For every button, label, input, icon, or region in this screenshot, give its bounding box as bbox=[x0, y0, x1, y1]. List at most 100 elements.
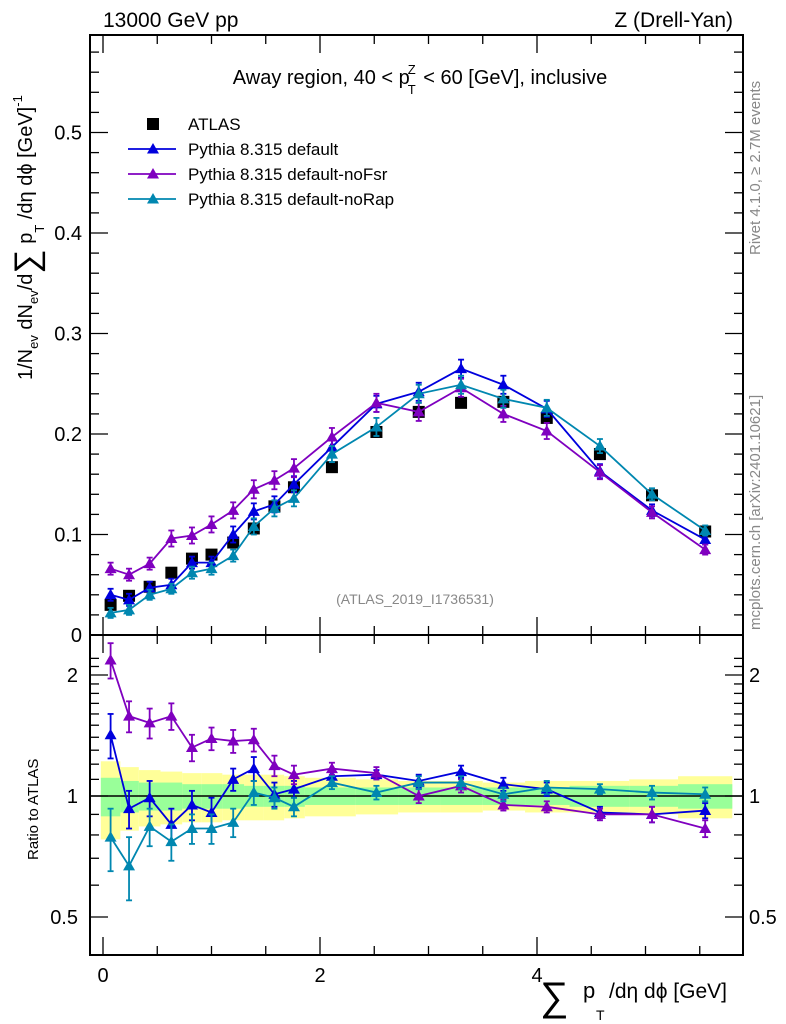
triangle-marker bbox=[185, 529, 198, 541]
triangle-marker bbox=[205, 822, 218, 834]
x-label-p: p bbox=[583, 978, 595, 1003]
triangle-marker bbox=[497, 407, 510, 419]
triangle-marker bbox=[165, 582, 178, 594]
legend-label: Pythia 8.315 default-noRap bbox=[188, 190, 394, 209]
triangle-marker bbox=[123, 859, 136, 871]
legend: ATLAS Pythia 8.315 default Pythia 8.315 de… bbox=[128, 115, 394, 209]
triangle-marker bbox=[287, 783, 300, 794]
x-label-rest: /dη dϕ [GeV] bbox=[609, 980, 727, 1003]
triangle-marker bbox=[165, 710, 178, 721]
legend-label: Pythia 8.315 default-noFsr bbox=[188, 165, 388, 184]
y-tick-label: 0.3 bbox=[54, 324, 82, 346]
triangle-marker bbox=[247, 762, 260, 774]
inner-band bbox=[100, 777, 121, 817]
main-ylabel: 1/Nev dNev/d∑ pT /dη dϕ [GeV]-1 bbox=[8, 95, 47, 380]
ratio-y-tick-label: 1 bbox=[67, 786, 78, 808]
triangle-marker bbox=[370, 420, 383, 432]
y-tick-label: 0.2 bbox=[54, 424, 82, 446]
triangle-marker bbox=[325, 448, 338, 459]
header-left: 13000 GeV pp bbox=[103, 9, 238, 32]
triangle-marker bbox=[123, 603, 136, 615]
triangle-marker bbox=[593, 783, 606, 794]
ratio-axes: 0.5 0.5 1 1 2 2 0 2 4 bbox=[50, 634, 777, 987]
triangle-marker bbox=[497, 798, 510, 810]
triangle-marker bbox=[699, 543, 712, 555]
x-tick-label: 0 bbox=[97, 965, 108, 987]
triangle-marker bbox=[247, 733, 260, 745]
data-point bbox=[455, 396, 468, 409]
triangle-marker bbox=[123, 593, 136, 605]
triangle-marker bbox=[455, 378, 468, 390]
triangle-marker bbox=[165, 835, 178, 847]
triangle-marker bbox=[412, 387, 425, 399]
triangle-marker bbox=[227, 816, 240, 827]
triangle-marker bbox=[699, 822, 712, 834]
legend-item: Pythia 8.315 default bbox=[128, 140, 339, 159]
triangle-marker bbox=[147, 143, 159, 154]
triangle-marker bbox=[287, 478, 300, 489]
triangle-marker bbox=[227, 549, 240, 561]
triangle-marker bbox=[455, 765, 468, 777]
triangle-marker bbox=[123, 802, 136, 814]
triangle-marker bbox=[593, 466, 606, 477]
triangle-marker bbox=[699, 524, 712, 535]
triangle-marker bbox=[646, 786, 659, 798]
triangle-marker bbox=[104, 831, 117, 842]
triangle-marker bbox=[370, 396, 383, 408]
series-pythia-8-315-default-nofsr bbox=[104, 377, 712, 582]
ratio-y-tick-label: 2 bbox=[67, 665, 78, 687]
triangle-marker bbox=[593, 808, 606, 819]
y-tick-label: 0.4 bbox=[54, 223, 82, 245]
triangle-marker bbox=[593, 440, 606, 451]
triangle-marker bbox=[205, 518, 218, 529]
triangle-marker bbox=[325, 776, 338, 788]
triangle-marker bbox=[370, 767, 383, 778]
triangle-marker bbox=[104, 728, 117, 740]
triangle-marker bbox=[185, 566, 198, 578]
triangle-marker bbox=[185, 556, 198, 568]
data-point bbox=[593, 448, 606, 461]
legend-label: Pythia 8.315 default bbox=[188, 140, 339, 159]
triangle-marker bbox=[412, 405, 425, 417]
y-tick-label: 0 bbox=[71, 625, 82, 647]
triangle-marker bbox=[247, 786, 260, 798]
plot-title: Away region, 40 < pZ T < 60 [GeV], inclus… bbox=[233, 62, 607, 97]
y-tick-label: 0.5 bbox=[54, 123, 82, 145]
x-tick-label: 2 bbox=[314, 965, 325, 987]
series-line bbox=[110, 383, 706, 614]
triangle-marker bbox=[268, 474, 281, 485]
header-right: Z (Drell-Yan) bbox=[614, 9, 733, 32]
triangle-marker bbox=[205, 562, 218, 574]
ratio-series-pythia-8-315-default-norap bbox=[104, 775, 712, 902]
triangle-marker bbox=[165, 532, 178, 544]
triangle-marker bbox=[227, 504, 240, 515]
triangle-marker bbox=[412, 776, 425, 788]
ratio-ylabel: Ratio to ATLAS bbox=[25, 759, 42, 860]
triangle-marker bbox=[699, 533, 712, 545]
y-tick-label: 0.1 bbox=[54, 525, 82, 547]
legend-item: Pythia 8.315 default-noRap bbox=[128, 190, 394, 209]
rivet-version-label: Rivet 4.1.0, ≥ 2.7M events bbox=[747, 81, 764, 255]
triangle-marker bbox=[370, 786, 383, 798]
title-sub: T bbox=[408, 82, 416, 97]
triangle-marker bbox=[497, 378, 510, 390]
triangle-marker bbox=[268, 502, 281, 513]
triangle-marker bbox=[287, 800, 300, 812]
triangle-marker bbox=[540, 781, 553, 792]
triangle-marker bbox=[104, 588, 117, 600]
mcplots-label: mcplots.cern.ch [arXiv:2401.10621] bbox=[747, 395, 764, 630]
triangle-marker bbox=[104, 562, 117, 574]
ratio-y-tick-label-right: 1 bbox=[749, 786, 760, 808]
analysis-watermark: (ATLAS_2019_I1736531) bbox=[336, 591, 494, 607]
legend-item: ATLAS bbox=[147, 115, 241, 134]
triangle-marker bbox=[497, 392, 510, 404]
triangle-marker bbox=[185, 798, 198, 810]
triangle-marker bbox=[268, 791, 281, 803]
triangle-marker bbox=[699, 788, 712, 799]
triangle-marker bbox=[325, 431, 338, 442]
ratio-y-tick-label-right: 0.5 bbox=[749, 907, 777, 929]
triangle-marker bbox=[123, 568, 136, 580]
triangle-marker bbox=[205, 732, 218, 744]
legend-label: ATLAS bbox=[188, 115, 241, 134]
